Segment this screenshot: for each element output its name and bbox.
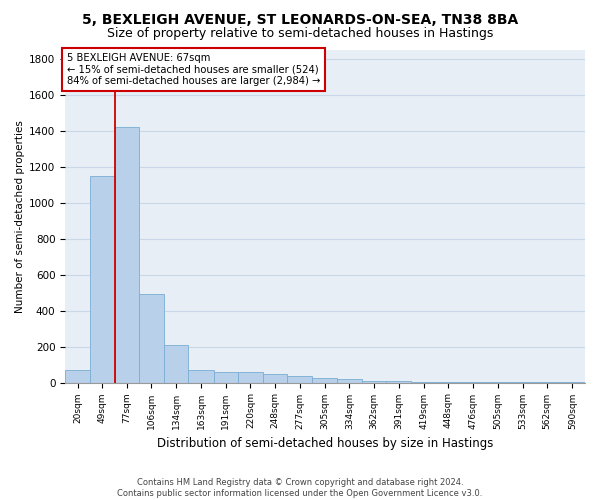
Text: 5, BEXLEIGH AVENUE, ST LEONARDS-ON-SEA, TN38 8BA: 5, BEXLEIGH AVENUE, ST LEONARDS-ON-SEA, … (82, 12, 518, 26)
Bar (65, 370, 91, 382)
Bar (91, 176, 115, 382)
Text: Contains HM Land Registry data © Crown copyright and database right 2024.
Contai: Contains HM Land Registry data © Crown c… (118, 478, 482, 498)
Text: Size of property relative to semi-detached houses in Hastings: Size of property relative to semi-detach… (107, 28, 493, 40)
Y-axis label: Number of semi-detached properties: Number of semi-detached properties (15, 120, 25, 312)
Bar (337, 380, 362, 382)
Bar (386, 381, 412, 382)
Bar (238, 372, 263, 382)
Bar (188, 370, 214, 382)
Bar (115, 128, 139, 382)
Bar (164, 345, 188, 383)
Bar (362, 381, 386, 382)
Bar (263, 374, 287, 382)
Text: 5 BEXLEIGH AVENUE: 67sqm
← 15% of semi-detached houses are smaller (524)
84% of : 5 BEXLEIGH AVENUE: 67sqm ← 15% of semi-d… (67, 52, 320, 86)
Bar (214, 372, 238, 382)
Bar (287, 376, 313, 382)
X-axis label: Distribution of semi-detached houses by size in Hastings: Distribution of semi-detached houses by … (157, 437, 493, 450)
Bar (139, 294, 164, 382)
Bar (313, 378, 337, 382)
